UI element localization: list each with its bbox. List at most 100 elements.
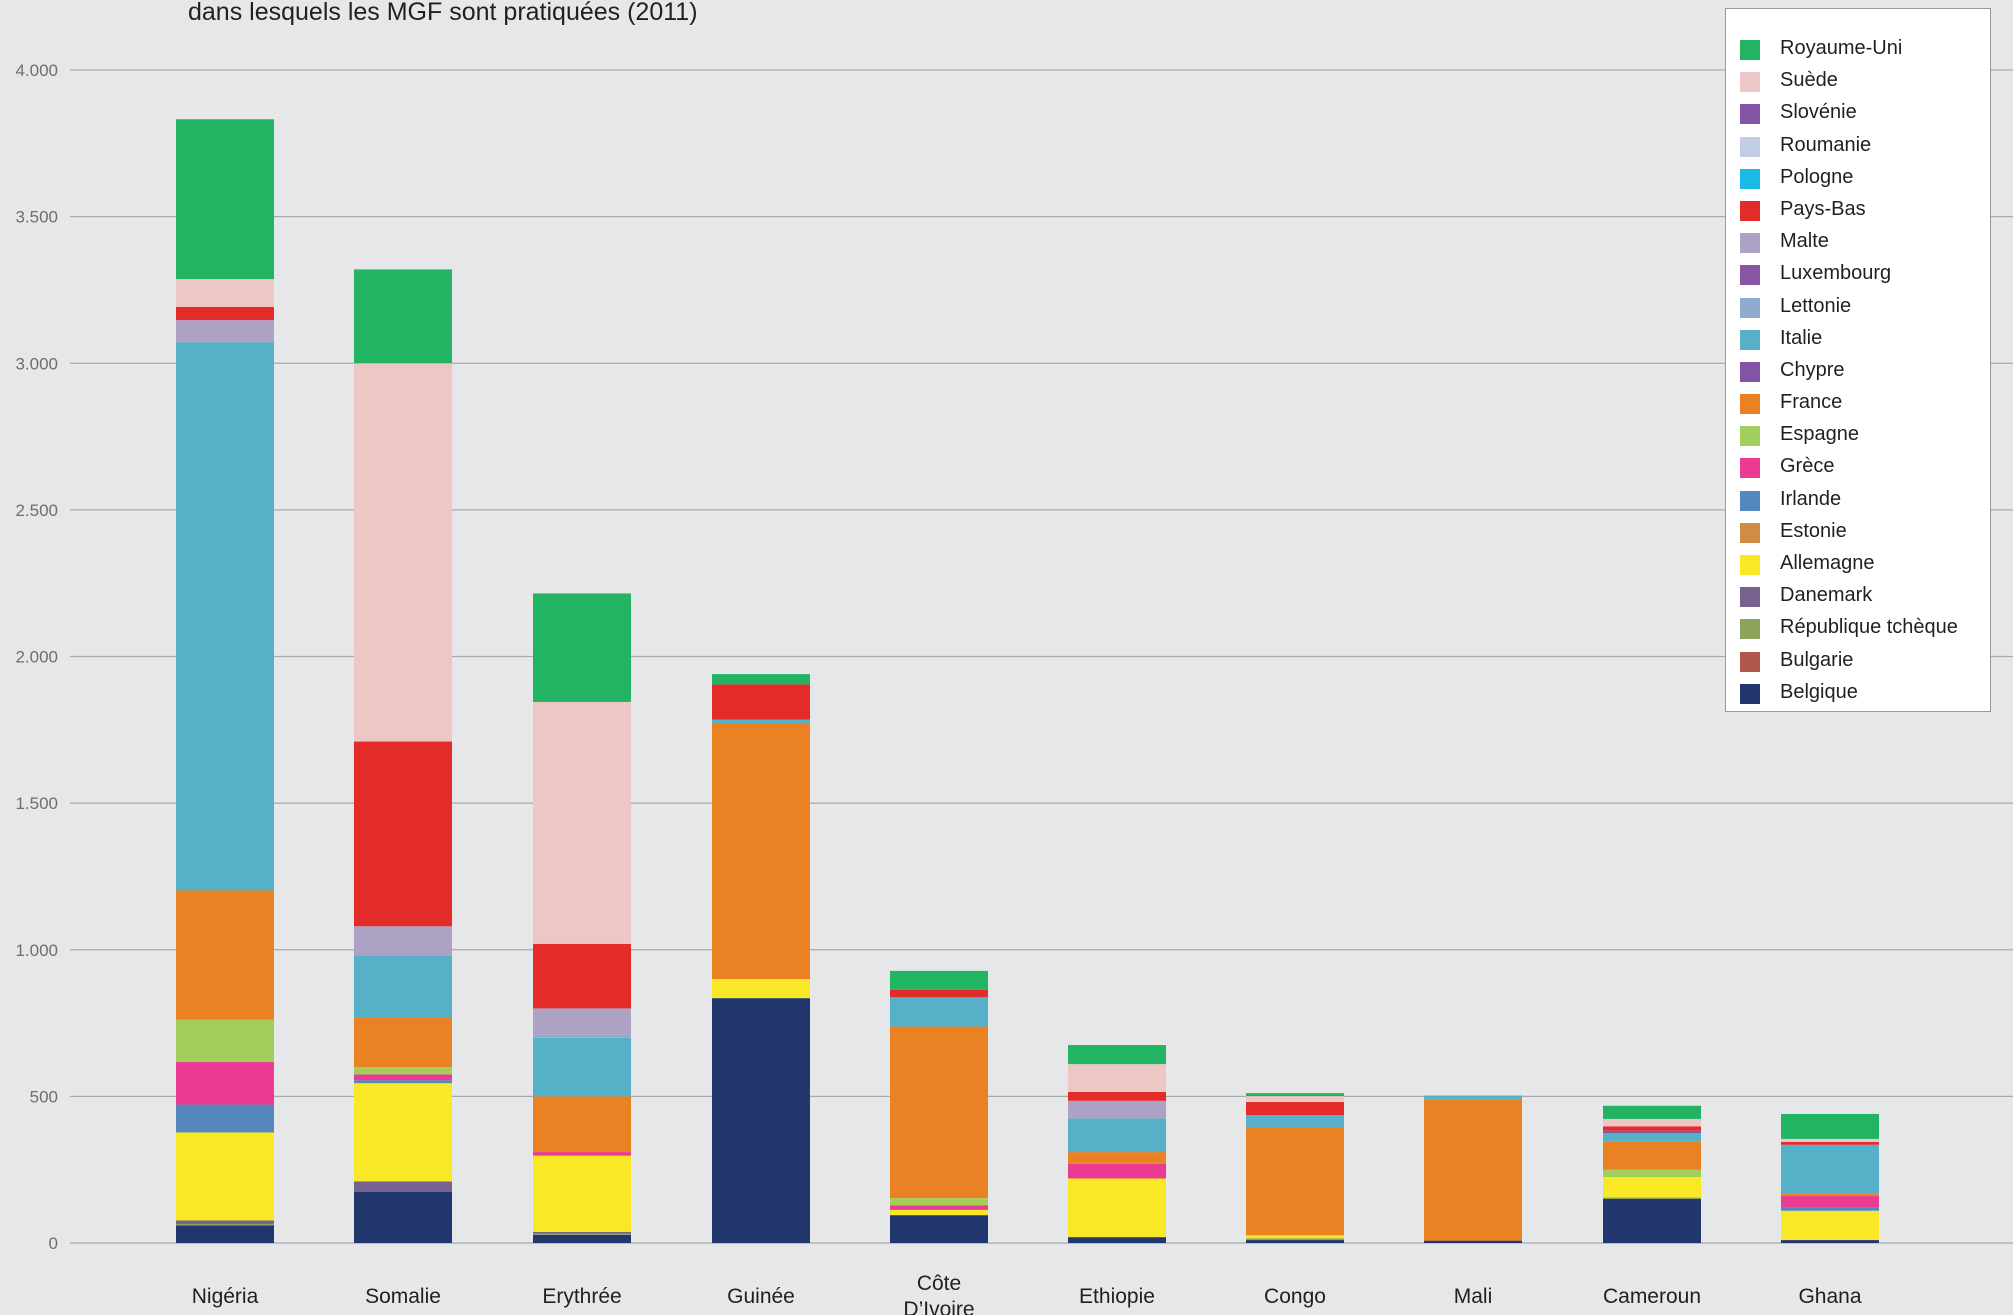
bar-segment — [533, 1152, 631, 1156]
bar-segment — [1603, 1141, 1701, 1170]
bar-segment — [354, 269, 452, 364]
legend-swatch — [1740, 40, 1760, 60]
bar-segment — [354, 926, 452, 956]
legend-swatch — [1740, 426, 1760, 447]
bar-segment — [176, 1225, 274, 1243]
legend-label: Italie — [1780, 326, 1823, 349]
legend-item: Pays-Bas — [1726, 193, 1990, 225]
bar-segment — [1068, 1178, 1166, 1238]
legend-label: Lettonie — [1780, 294, 1852, 317]
bar-stack — [1781, 1113, 1879, 1243]
legend-swatch — [1740, 555, 1760, 575]
bar-segment — [1603, 1197, 1701, 1200]
legend-label: République tchèque — [1780, 616, 1958, 639]
bar-segment — [1068, 1064, 1166, 1092]
legend-item: Bulgarie — [1726, 644, 1990, 676]
bar-segment — [1246, 1093, 1344, 1097]
bar-segment — [1424, 1095, 1522, 1100]
legend-label: Bulgarie — [1780, 648, 1854, 671]
bar-segment — [712, 674, 810, 685]
bar-segment — [176, 119, 274, 280]
bar-segment — [354, 1017, 452, 1068]
bar-stack — [1246, 1093, 1344, 1243]
bar-segment — [890, 1198, 988, 1206]
y-tick-label: 500 — [30, 1087, 58, 1106]
bar-stack — [176, 119, 274, 1243]
bar-segment — [1781, 1240, 1879, 1243]
legend-label: Pays-Bas — [1780, 197, 1866, 220]
bar-segment — [712, 979, 810, 999]
bar-segment — [176, 279, 274, 307]
bar-segment — [890, 1026, 988, 1199]
bar-segment — [1603, 1177, 1701, 1198]
legend-label: Espagne — [1780, 423, 1859, 446]
bar-segment — [1246, 1240, 1344, 1243]
bar-segment — [1603, 1126, 1701, 1131]
legend-item: Allemagne — [1726, 547, 1990, 579]
legend-item: Irlande — [1726, 483, 1990, 515]
bar-segment — [176, 1132, 274, 1221]
legend-item: Royaume-Uni — [1726, 32, 1990, 64]
bar-segment — [354, 1080, 452, 1084]
y-tick-label: 2.000 — [15, 648, 58, 667]
legend-item: Chypre — [1726, 354, 1990, 386]
bar-segment — [1246, 1235, 1344, 1239]
bar-segment — [354, 1191, 452, 1243]
bar-segment — [890, 1205, 988, 1210]
bar-segment — [1246, 1096, 1344, 1102]
bar-segment — [1781, 1138, 1879, 1142]
bar-stack — [712, 674, 810, 1243]
bar-segment — [1424, 1240, 1522, 1243]
legend-label: Estonie — [1780, 519, 1847, 542]
bar-segment — [1068, 1045, 1166, 1065]
bar-segment — [533, 1233, 631, 1235]
bar-stack — [890, 970, 988, 1243]
legend-swatch — [1740, 233, 1760, 254]
y-tick-label: 2.500 — [15, 501, 58, 520]
legend-label: Pologne — [1780, 165, 1854, 188]
bar-segment — [533, 1231, 631, 1234]
bar-segment — [1068, 1163, 1166, 1179]
bar-segment — [1781, 1210, 1879, 1241]
bar-segment — [1781, 1207, 1879, 1211]
y-tick-label: 0 — [49, 1234, 58, 1253]
y-tick-label: 1.500 — [15, 794, 58, 813]
bar-segment — [1781, 1141, 1879, 1145]
legend-label: France — [1780, 391, 1843, 414]
bar-segment — [533, 1008, 631, 1035]
bar-segment — [1246, 1126, 1344, 1236]
bar-segment — [1246, 1115, 1344, 1127]
bar-segment — [354, 363, 452, 742]
bar-segment — [533, 943, 631, 1009]
bar-segment — [1246, 1238, 1344, 1241]
legend-swatch — [1740, 683, 1760, 704]
bar-segment — [1246, 1101, 1344, 1116]
legend-swatch — [1740, 297, 1760, 318]
chart-legend: Royaume-Uni Suède Slovénie Roumanie Pologne P… — [1725, 8, 1991, 712]
bar-segment — [1068, 1091, 1166, 1101]
bar-segment — [354, 1067, 452, 1075]
bar-segment — [533, 1037, 631, 1097]
legend-swatch — [1740, 265, 1760, 286]
x-tick-label: Ghana — [1798, 1285, 1861, 1308]
legend-label: Suède — [1780, 69, 1838, 92]
legend-swatch — [1740, 136, 1760, 157]
legend-swatch — [1740, 361, 1760, 382]
bar-stack — [1424, 1095, 1522, 1243]
legend-label: Danemark — [1780, 584, 1873, 607]
legend-item: Grèce — [1726, 450, 1990, 482]
legend-item: Suède — [1726, 64, 1990, 96]
bar-segment — [1603, 1130, 1701, 1134]
legend-swatch — [1740, 168, 1760, 189]
bar-segment — [1603, 1133, 1701, 1142]
legend-swatch — [1740, 200, 1760, 221]
bar-segment — [533, 1155, 631, 1232]
bar-segment — [1781, 1193, 1879, 1197]
legend-item: Italie — [1726, 322, 1990, 354]
x-axis-tick-labels: Nigéria Somalie Erythrée Guinée Côte D’Ivoire… — [192, 1272, 1862, 1315]
legend-label: Slovénie — [1780, 101, 1857, 124]
legend-swatch — [1740, 651, 1760, 672]
legend-swatch — [1740, 458, 1760, 479]
x-tick-label: Erythrée — [542, 1285, 621, 1308]
legend-item: Roumanie — [1726, 129, 1990, 161]
